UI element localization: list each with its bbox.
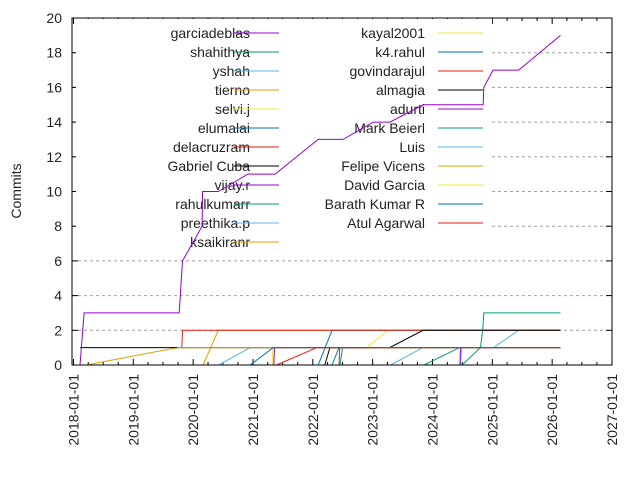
legend-label: govindarajul [350, 63, 426, 79]
series-line-ksaikiranr [86, 347, 561, 366]
x-tick-label: 2020-01-01 [185, 374, 201, 446]
x-tick-label: 2019-01-01 [125, 374, 141, 446]
legend-label: delacruzram [173, 139, 250, 155]
series-line-garciadeblas [79, 35, 561, 366]
legend-label: elumalai [198, 120, 250, 136]
y-tick-label: 20 [46, 10, 62, 26]
y-tick-label: 0 [54, 357, 62, 373]
x-tick-label: 2026-01-01 [544, 374, 560, 446]
y-tick-label: 2 [54, 322, 62, 338]
y-tick-label: 8 [54, 218, 62, 234]
legend-label: Atul Agarwal [347, 215, 425, 231]
legend-background [76, 19, 492, 252]
legend-label: garciadeblas [171, 25, 250, 41]
y-tick-label: 12 [46, 149, 62, 165]
legend-label: Barath Kumar R [325, 196, 425, 212]
x-tick-label: 2024-01-01 [424, 374, 440, 446]
legend-label: preethika.p [181, 215, 250, 231]
series-line-luis [390, 347, 561, 366]
y-tick-label: 16 [46, 79, 62, 95]
x-tick-label: 2022-01-01 [305, 374, 321, 446]
legend-label: almagia [376, 82, 425, 98]
x-tick-label: 2018-01-01 [65, 374, 81, 446]
y-tick-label: 6 [54, 253, 62, 269]
legend-label: Gabriel Cuba [168, 158, 251, 174]
legend-label: k4.rahul [375, 44, 425, 60]
plot-border [71, 17, 613, 366]
legend-label: kayal2001 [361, 25, 425, 41]
series-line-shahithya [461, 312, 561, 366]
legend-label: adurti [390, 101, 425, 117]
legend-label: tierno [215, 82, 250, 98]
x-tick-label: 2025-01-01 [484, 374, 500, 446]
legend-label: yshah [213, 63, 250, 79]
series-line-govindarajul [181, 329, 561, 348]
y-tick-label: 4 [54, 288, 62, 304]
y-tick-label: 10 [46, 184, 62, 200]
x-tick-label: 2027-01-01 [604, 374, 620, 446]
legend-label: Mark Beierl [354, 120, 425, 136]
series-line-almagia [80, 329, 561, 349]
legend-label: ksaikiranr [190, 234, 250, 250]
series-line-elumalai [331, 347, 561, 366]
y-axis-label: Commits [8, 163, 24, 218]
series-line-adurti [459, 347, 561, 366]
y-tick-label: 18 [46, 45, 62, 61]
legend-label: selvi.j [215, 101, 250, 117]
legend-label: shahithya [190, 44, 250, 60]
legend-label: David Garcia [344, 177, 425, 193]
x-tick-label: 2021-01-01 [245, 374, 261, 446]
legend-label: Luis [399, 139, 425, 155]
y-tick-label: 14 [46, 114, 62, 130]
legend-label: Felipe Vicens [341, 158, 425, 174]
legend-label: rahulkumarr [175, 196, 250, 212]
series-line-atul-agarwal [276, 347, 561, 366]
x-tick-label: 2023-01-01 [365, 374, 381, 446]
series-line-selvi-j [271, 347, 561, 366]
